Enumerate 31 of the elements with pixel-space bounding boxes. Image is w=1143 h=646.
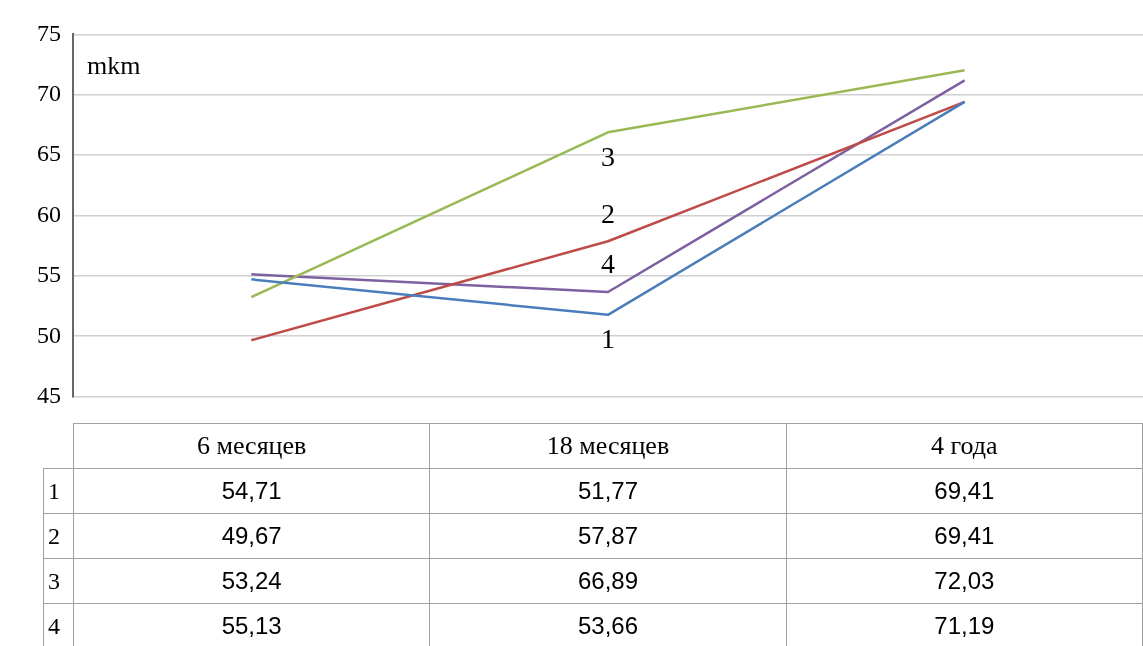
data-label: 55,13 <box>73 603 430 646</box>
data-label: 72,03 <box>786 558 1143 604</box>
data-label: 53,66 <box>429 603 787 646</box>
series-label: 3 <box>601 140 615 172</box>
text: 3 <box>48 567 60 594</box>
data-label: 69,41 <box>786 513 1143 559</box>
data-label: 69,41 <box>786 468 1143 514</box>
x-tick-label: 4 года <box>786 423 1143 469</box>
y-tick-label: 60 <box>37 200 61 227</box>
data-label: 51,77 <box>429 468 787 514</box>
data-label: 71,19 <box>786 603 1143 646</box>
y-tick-label: 65 <box>37 140 61 167</box>
y-tick-label: 75 <box>37 19 61 46</box>
data-label: 57,87 <box>429 513 787 559</box>
x-tick-label: 18 месяцев <box>429 423 787 469</box>
y-tick-label: 45 <box>37 381 61 408</box>
series-label: 2 <box>601 197 615 229</box>
y-axis-title: mkm <box>87 51 141 81</box>
y-tick-label: 55 <box>37 261 61 288</box>
data-label: 66,89 <box>429 558 787 604</box>
x-tick-label: 6 месяцев <box>73 423 430 469</box>
text: 1 <box>48 477 60 504</box>
data-label: 54,71 <box>73 468 430 514</box>
data-label: 49,67 <box>73 513 430 559</box>
series-label: 1 <box>601 323 615 355</box>
text: 4 <box>48 612 60 639</box>
data-label: 53,24 <box>73 558 430 604</box>
text: 2 <box>48 522 60 549</box>
y-tick-label: 50 <box>37 321 61 348</box>
y-tick-label: 70 <box>37 80 61 107</box>
series-label: 4 <box>601 248 615 280</box>
